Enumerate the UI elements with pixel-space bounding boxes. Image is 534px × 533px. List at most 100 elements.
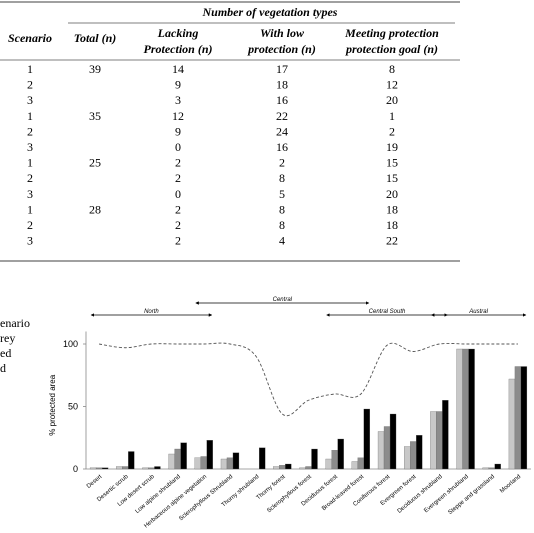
cell: 0 bbox=[175, 140, 181, 154]
cell: 8 bbox=[389, 62, 395, 76]
cell: 9 bbox=[175, 78, 181, 92]
table: Number of vegetation types Scenario Total… bbox=[0, 1, 460, 262]
cell: 3 bbox=[27, 234, 33, 248]
bar bbox=[206, 440, 213, 470]
cell: 2 bbox=[175, 202, 181, 216]
cell: 15 bbox=[386, 156, 398, 170]
bar bbox=[337, 438, 344, 470]
line bbox=[99, 342, 518, 417]
side-text: d bbox=[0, 361, 6, 375]
bar bbox=[200, 456, 207, 470]
cell: 14 bbox=[172, 62, 184, 76]
bar bbox=[273, 466, 280, 470]
bar bbox=[232, 452, 240, 470]
cell: 2 bbox=[175, 156, 181, 170]
bar bbox=[488, 467, 495, 470]
x-tick-label: Desert bbox=[86, 474, 104, 490]
cell: 19 bbox=[386, 140, 398, 154]
bar bbox=[142, 467, 149, 470]
bar bbox=[410, 441, 417, 470]
bar bbox=[116, 466, 123, 470]
y-tick-label: 100 bbox=[63, 339, 78, 349]
bar bbox=[494, 463, 501, 470]
bar bbox=[168, 453, 175, 470]
cell: 2 bbox=[279, 156, 285, 170]
side-text: ed bbox=[0, 346, 11, 360]
bar bbox=[430, 411, 437, 470]
bar bbox=[383, 426, 391, 470]
bar bbox=[311, 448, 318, 470]
bar bbox=[462, 348, 469, 470]
bar bbox=[508, 378, 516, 470]
cell: 20 bbox=[386, 93, 398, 107]
cell: 24 bbox=[276, 124, 288, 138]
cell: 16 bbox=[276, 140, 288, 154]
bar bbox=[404, 446, 411, 470]
bar bbox=[436, 411, 443, 470]
column-header: protection (n) bbox=[247, 42, 316, 56]
bar bbox=[122, 466, 129, 470]
region-label: North bbox=[144, 309, 159, 315]
column-header: Meeting protection bbox=[344, 26, 439, 40]
cell: 22 bbox=[386, 234, 398, 248]
region-label: Central bbox=[273, 297, 293, 303]
bar bbox=[299, 467, 306, 470]
bar bbox=[89, 467, 97, 470]
bar bbox=[357, 457, 365, 470]
cell: 15 bbox=[386, 171, 398, 185]
y-axis-label: % protected area bbox=[48, 374, 57, 435]
bar bbox=[389, 413, 397, 470]
y-tick-label: 0 bbox=[73, 464, 78, 474]
bar bbox=[351, 461, 359, 470]
side-text: rey bbox=[0, 331, 15, 345]
bar bbox=[128, 451, 135, 470]
x-tick-label: Sclerophyllous forest bbox=[266, 474, 313, 515]
column-header: protection goal (n) bbox=[345, 42, 438, 56]
bar bbox=[468, 348, 475, 470]
bar bbox=[258, 447, 266, 470]
x-tick-label: Deciduous shrubland bbox=[397, 474, 444, 515]
bar bbox=[331, 450, 338, 470]
cell: 22 bbox=[276, 109, 288, 123]
cell: 1 bbox=[27, 109, 33, 123]
column-header: Scenario bbox=[8, 31, 52, 45]
bar bbox=[279, 465, 286, 470]
cell: 2 bbox=[175, 171, 181, 185]
region-label: Central South bbox=[369, 309, 406, 315]
cell: 35 bbox=[89, 109, 101, 123]
cell: 2 bbox=[175, 234, 181, 248]
cell: 2 bbox=[27, 218, 33, 232]
x-tick-label: Sclerophyllous Shrubland bbox=[178, 474, 234, 522]
bar bbox=[456, 348, 463, 470]
cell: 8 bbox=[279, 171, 285, 185]
cell: 18 bbox=[386, 218, 398, 232]
bar bbox=[220, 458, 228, 470]
cell: 2 bbox=[389, 124, 395, 138]
cell: 3 bbox=[27, 140, 33, 154]
bar bbox=[101, 467, 109, 470]
cell: 8 bbox=[279, 218, 285, 232]
x-tick-label: Moorland bbox=[499, 474, 522, 495]
cell: 25 bbox=[89, 156, 101, 170]
cell: 4 bbox=[279, 234, 285, 248]
bar bbox=[482, 467, 489, 470]
bar bbox=[194, 457, 201, 470]
cell: 28 bbox=[89, 202, 101, 216]
bar bbox=[180, 442, 187, 470]
cell: 1 bbox=[389, 109, 395, 123]
cell: 1 bbox=[27, 202, 33, 216]
cell: 2 bbox=[27, 124, 33, 138]
bar bbox=[174, 448, 181, 470]
cell: 16 bbox=[276, 93, 288, 107]
x-tick-label: Steppe and grassland bbox=[447, 474, 496, 516]
cell: 17 bbox=[276, 62, 288, 76]
bar bbox=[377, 431, 385, 470]
side-text: enario bbox=[0, 316, 30, 330]
group-header: Number of vegetation types bbox=[202, 5, 338, 19]
bar bbox=[95, 467, 103, 470]
x-tick-label: Low alpine shrubland bbox=[135, 474, 182, 515]
cell: 1 bbox=[27, 62, 33, 76]
cell: 2 bbox=[27, 78, 33, 92]
